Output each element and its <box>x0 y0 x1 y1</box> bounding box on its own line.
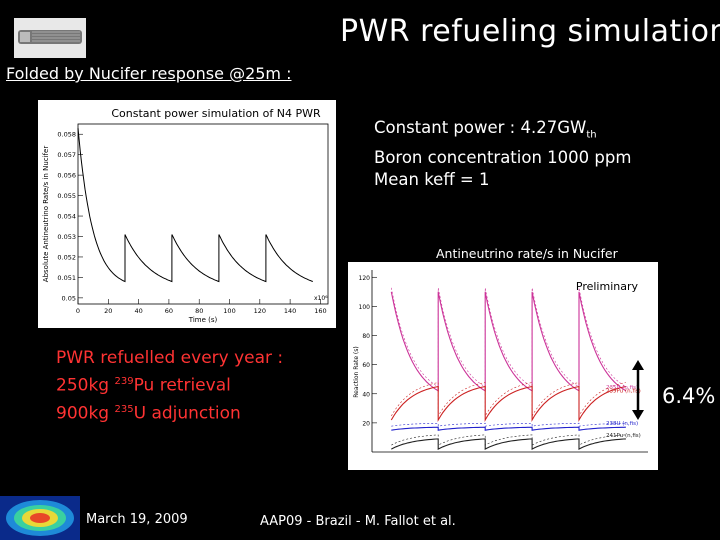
cycle-curve <box>265 234 313 282</box>
footer-conference: AAP09 - Brazil - M. Fallot et al. <box>260 514 456 529</box>
y-tick-label: 0.058 <box>57 131 76 139</box>
chart-background <box>38 100 336 328</box>
y-tick-label: 20 <box>362 420 370 427</box>
cycle-curve <box>77 128 126 283</box>
footer-date: March 19, 2009 <box>86 512 188 527</box>
series-line-alt <box>391 422 626 427</box>
y-tick-label: 40 <box>362 391 370 398</box>
reaction-rate-chart: Preliminary 120 100 80 60 40 20 Reaction Rate… <box>348 262 658 470</box>
fuel-rod-image <box>14 18 86 58</box>
y-tick-label: 0.055 <box>57 192 76 200</box>
chart2-caption: Antineutrino rate/s in Nucifer <box>436 246 618 261</box>
series-line-alt <box>391 382 626 418</box>
keff-line: Mean keff = 1 <box>374 170 490 190</box>
series-line <box>390 291 627 392</box>
y-axis-label: Reaction Rate (s) <box>353 346 360 397</box>
y-tick-label: 0.053 <box>57 233 76 241</box>
series-label: 235U (n,fis) <box>606 385 638 391</box>
series-label: 239Pu (n,fis) <box>606 388 641 394</box>
y-axis-label: Absolute Antineutrino Rate/s in Nucifer <box>42 146 50 283</box>
preliminary-annotation: Preliminary <box>576 280 639 293</box>
y-tick-label: 0.052 <box>57 253 76 261</box>
power-line: Constant power : 4.27GWth <box>374 118 597 141</box>
y-tick-label: 120 <box>359 275 371 282</box>
y-tick-label: 0.056 <box>57 172 76 180</box>
x-tick-label: 120 <box>254 307 266 315</box>
series-label: 241Pu (n,fis) <box>606 433 641 439</box>
y-tick-label: 0.05 <box>62 294 76 302</box>
cycle-curve <box>171 234 220 283</box>
cycle-curve <box>218 234 267 283</box>
series-line <box>391 426 626 431</box>
double-arrow-icon <box>632 360 644 420</box>
y-tick-label: 80 <box>362 333 370 340</box>
slide-title: PWR refueling simulation <box>340 14 720 49</box>
chart-title: Constant power simulation of N4 PWR <box>111 107 321 120</box>
series-line <box>390 385 627 423</box>
x-tick-label: 40 <box>134 307 142 315</box>
x-tick-label: 20 <box>104 307 112 315</box>
x-tick-label: 60 <box>165 307 173 315</box>
reactor-parameters: Constant power : 4.27GWth Boron concentr… <box>374 117 631 192</box>
series-line-alt <box>391 287 627 388</box>
y-tick-label: 60 <box>362 362 370 369</box>
x-tick-label: 160 <box>314 307 326 315</box>
refuel-description: PWR refuelled every year : 250kg 239Pu r… <box>56 346 283 425</box>
chart-background <box>348 262 658 470</box>
x-tick-label: 80 <box>195 307 203 315</box>
refuel-line: PWR refuelled every year : <box>56 348 284 368</box>
x-tick-label: 100 <box>223 307 235 315</box>
x-tick-label: 140 <box>284 307 296 315</box>
cycle-curve <box>124 234 173 283</box>
x-axis-label: Time (s) <box>188 316 218 324</box>
x-exponent-label: x10⁶ <box>314 295 328 302</box>
series-label: 238U (n,fis) <box>606 421 638 427</box>
series-line <box>391 438 626 451</box>
constant-power-chart: Constant power simulation of N4 PWR 0.05… <box>38 100 336 328</box>
u-line: 900kg 235U adjunction <box>56 403 241 424</box>
y-tick-label: 0.057 <box>57 151 76 159</box>
core-map-image <box>0 496 80 540</box>
rate-variation-value: 6.4% <box>662 384 716 408</box>
y-tick-label: 0.054 <box>57 213 76 221</box>
plot-frame <box>77 123 329 305</box>
series-line-alt <box>391 434 626 446</box>
slide-subtitle: Folded by Nucifer response @25m : <box>6 64 292 83</box>
x-tick-label: 0 <box>76 307 80 315</box>
y-tick-label: 0.051 <box>57 274 76 282</box>
boron-line: Boron concentration 1000 ppm <box>374 147 632 167</box>
y-tick-label: 100 <box>359 304 371 311</box>
pu-line: 250kg 239Pu retrieval <box>56 375 231 396</box>
